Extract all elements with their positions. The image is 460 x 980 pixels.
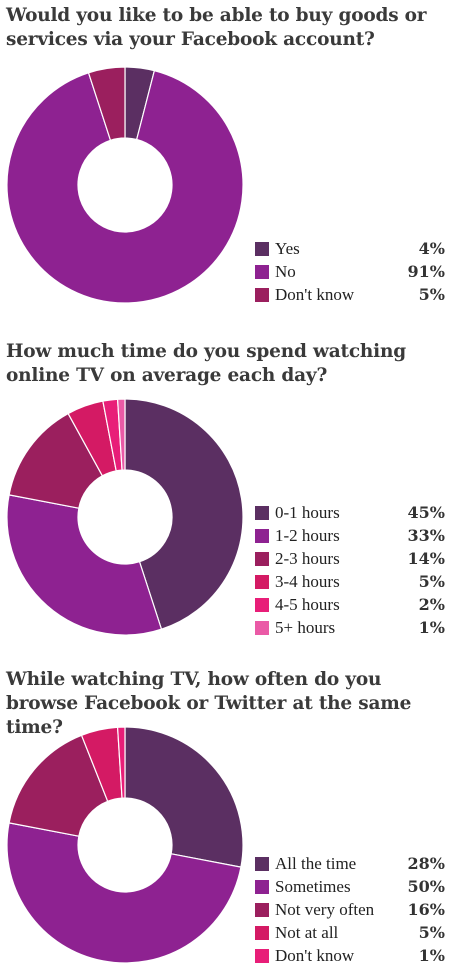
- legend-item-don-t-know: Don't know 1%: [255, 944, 445, 967]
- slice-all-the-time: [124, 726, 244, 868]
- legend-value: 1%: [418, 946, 445, 965]
- legend-value: 1%: [418, 618, 445, 637]
- legend-value: 45%: [407, 503, 445, 522]
- legend-label: Don't know: [275, 945, 355, 965]
- legend-swatch: [255, 948, 269, 963]
- legend-label: 0-1 hours: [275, 502, 340, 522]
- legend-value: 16%: [407, 900, 445, 919]
- slice-0-1-hours: [124, 398, 244, 630]
- slice-no: [6, 69, 244, 304]
- legend-value: 33%: [407, 526, 445, 545]
- legend-swatch: [255, 597, 269, 612]
- legend-item-not-very-often: Not very often 16%: [255, 898, 445, 921]
- legend-item-2-3-hours: 2-3 hours 14%: [255, 547, 445, 570]
- legend-swatch: [255, 879, 269, 894]
- donut-chart: [6, 726, 244, 964]
- legend-value: 5%: [418, 285, 445, 304]
- legend-swatch: [255, 856, 269, 871]
- chart-panel-second-screen: While watching TV, how often do you brow…: [0, 668, 460, 978]
- legend-label: Yes: [275, 238, 300, 258]
- legend-label: 5+ hours: [275, 617, 336, 637]
- chart-panel-facebook-purchases: Would you like to be able to buy goods o…: [0, 4, 460, 324]
- donut-chart: [6, 66, 244, 304]
- legend-label: Not at all: [275, 922, 339, 942]
- slice-don-t-know: [116, 726, 126, 799]
- legend-value: 4%: [418, 239, 445, 258]
- chart-title: While watching TV, how often do you brow…: [6, 669, 412, 738]
- legend-item-3-4-hours: 3-4 hours 5%: [255, 570, 445, 593]
- slice-don-t-know: [87, 66, 126, 142]
- legend-item-don-t-know: Don't know 5%: [255, 283, 445, 306]
- legend-label: 3-4 hours: [275, 571, 340, 591]
- legend-item-yes: Yes 4%: [255, 237, 445, 260]
- legend-item-no: No 91%: [255, 260, 445, 283]
- slice-5-hours: [116, 398, 126, 471]
- legend-swatch: [255, 925, 269, 940]
- legend-value: 28%: [407, 854, 445, 873]
- chart-legend: All the time 28% Sometimes 50% Not very ofte…: [255, 852, 445, 967]
- legend-value: 14%: [407, 549, 445, 568]
- slice-sometimes: [6, 822, 242, 964]
- legend-label: 4-5 hours: [275, 594, 340, 614]
- legend-value: 2%: [418, 595, 445, 614]
- legend-swatch: [255, 528, 269, 543]
- donut-chart: [6, 398, 244, 636]
- legend-swatch: [255, 574, 269, 589]
- legend-swatch: [255, 551, 269, 566]
- legend-item-1-2-hours: 1-2 hours 33%: [255, 524, 445, 547]
- chart-legend: Yes 4% No 91% Don't know 5%: [255, 237, 445, 306]
- legend-item-all-the-time: All the time 28%: [255, 852, 445, 875]
- legend-swatch: [255, 241, 269, 256]
- legend-value: 91%: [407, 262, 445, 281]
- legend-item-4-5-hours: 4-5 hours 2%: [255, 593, 445, 616]
- chart-panel-online-tv-time: How much time do you spend watching onli…: [0, 340, 460, 650]
- legend-swatch: [255, 505, 269, 520]
- legend-label: Not very often: [275, 899, 375, 919]
- legend-value: 5%: [418, 572, 445, 591]
- legend-swatch: [255, 620, 269, 635]
- legend-label: No: [275, 261, 296, 281]
- legend-swatch: [255, 902, 269, 917]
- chart-title: How much time do you spend watching onli…: [6, 341, 406, 386]
- legend-item-5-hours: 5+ hours 1%: [255, 616, 445, 639]
- slice-not-very-often: [8, 734, 109, 837]
- legend-label: All the time: [275, 853, 357, 873]
- legend-swatch: [255, 287, 269, 302]
- chart-title: Would you like to be able to buy goods o…: [6, 5, 427, 50]
- legend-label: Don't know: [275, 284, 355, 304]
- legend-swatch: [255, 264, 269, 279]
- legend-label: 1-2 hours: [275, 525, 340, 545]
- legend-label: Sometimes: [275, 876, 351, 896]
- legend-label: 2-3 hours: [275, 548, 340, 568]
- legend-item-not-at-all: Not at all 5%: [255, 921, 445, 944]
- slice-1-2-hours: [6, 494, 163, 636]
- legend-value: 5%: [418, 923, 445, 942]
- legend-item-0-1-hours: 0-1 hours 45%: [255, 501, 445, 524]
- legend-value: 50%: [407, 877, 445, 896]
- legend-item-sometimes: Sometimes 50%: [255, 875, 445, 898]
- chart-legend: 0-1 hours 45% 1-2 hours 33% 2-3 hours 14% 3-4 …: [255, 501, 445, 639]
